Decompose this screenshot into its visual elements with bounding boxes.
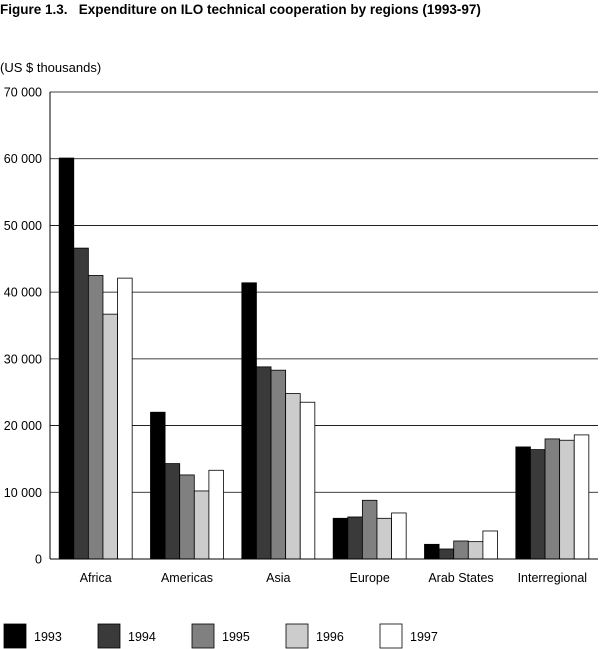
legend-label: 1993	[34, 630, 62, 644]
bar	[515, 446, 531, 560]
bar	[117, 277, 133, 560]
x-tick-label: Americas	[161, 571, 213, 585]
bars	[58, 157, 590, 560]
x-axis-labels: Africa Americas Asia Europe Arab States Inter…	[80, 571, 587, 585]
legend-swatch	[97, 623, 121, 649]
figure-label: Figure 1.3.	[0, 2, 68, 17]
figure-title: Figure 1.3. Expenditure on ILO technical…	[0, 2, 481, 17]
legend-swatch	[379, 623, 403, 649]
x-tick-label: Asia	[266, 571, 290, 585]
bar	[559, 439, 575, 560]
legend-label: 1994	[128, 630, 156, 644]
bar	[73, 247, 89, 560]
bar	[285, 393, 301, 560]
legend-label: 1995	[222, 630, 250, 644]
legend-swatch	[3, 623, 27, 649]
axes	[49, 92, 598, 560]
bar	[467, 541, 484, 560]
legend: 1993 1994 1995 1996 1997	[3, 623, 438, 649]
bar	[150, 411, 166, 560]
legend-label: 1997	[410, 630, 438, 644]
y-tick-label: 50 000	[4, 219, 42, 233]
x-tick-label: Arab States	[428, 571, 493, 585]
y-tick-label: 70 000	[4, 86, 42, 100]
bar	[270, 369, 287, 560]
bar	[58, 157, 75, 560]
bar	[208, 469, 224, 560]
y-tick-label: 40 000	[4, 286, 42, 300]
bar	[544, 438, 561, 560]
bar	[256, 366, 272, 560]
bar	[193, 490, 210, 560]
bar	[347, 516, 363, 560]
bar	[241, 282, 257, 560]
x-tick-label: Europe	[350, 571, 390, 585]
gridlines	[50, 91, 598, 493]
bar	[376, 517, 392, 560]
y-tick-label: 0	[35, 553, 42, 567]
bar	[438, 548, 455, 560]
bar	[453, 540, 469, 560]
y-tick-label: 60 000	[4, 152, 42, 166]
legend-swatch	[191, 623, 215, 649]
legend-swatch	[285, 623, 309, 649]
y-tick-label: 30 000	[4, 352, 42, 366]
x-tick-label: Interregional	[518, 571, 588, 585]
bar	[361, 499, 378, 560]
bar	[299, 401, 316, 560]
bar	[573, 434, 590, 560]
bar	[391, 512, 407, 560]
bar	[179, 474, 195, 560]
bar	[332, 517, 349, 560]
y-axis-unit-label: (US $ thousands)	[0, 60, 102, 75]
y-axis-ticks: 0 10 000 20 000 30 000 40 000 50 000 60 000 70 …	[4, 86, 42, 567]
legend-label: 1996	[316, 630, 344, 644]
bar	[102, 313, 118, 560]
bar	[530, 449, 546, 560]
y-tick-label: 20 000	[4, 419, 42, 433]
bar	[424, 543, 440, 560]
y-tick-label: 10 000	[4, 486, 42, 500]
bar	[87, 275, 104, 560]
figure-title-text: Expenditure on ILO technical cooperation…	[78, 2, 481, 17]
x-tick-label: Africa	[80, 571, 112, 585]
bar	[164, 463, 181, 560]
bar	[482, 530, 498, 560]
